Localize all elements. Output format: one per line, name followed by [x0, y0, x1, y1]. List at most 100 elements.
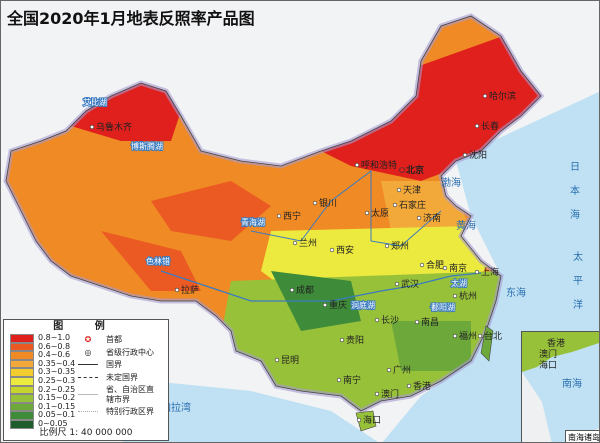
sea-label: 日本海 — [568, 161, 580, 233]
legend-swatch — [10, 394, 34, 403]
city-label: 北京 — [406, 164, 424, 176]
provincial-capital-icon — [292, 240, 298, 246]
city-label: 贵阳 — [346, 334, 364, 346]
provincial-capital-icon — [474, 269, 480, 275]
legend-class-label: 0.8~1.0 — [38, 333, 71, 342]
city-label: 成都 — [296, 284, 314, 296]
provincial-capital-icon — [452, 333, 458, 339]
legend-swatch — [10, 419, 34, 429]
legend-swatch — [10, 368, 34, 377]
provincial-capital-icon — [474, 123, 480, 129]
city-label: 澳门 — [381, 388, 399, 400]
sea-label: 东海 — [506, 286, 526, 299]
legend-swatch — [10, 334, 34, 343]
provincial-capital-icon — [462, 152, 468, 158]
yangtze-river — [160, 270, 482, 302]
legend-classes: 0.8~1.0 0.6~0.8 0.4~0.6 0.35~0.4 0.3~0.35 0.2… — [10, 333, 76, 429]
city-label: 天津 — [403, 185, 421, 196]
lake-label: 博斯腾湖 — [131, 141, 163, 151]
legend-swatch — [10, 342, 34, 352]
city-label: 上海 — [481, 266, 499, 278]
legend-class-row: 0.2~0.25 — [10, 384, 76, 395]
city-label: 福州 — [459, 330, 477, 342]
sea-label: 渤海 — [441, 176, 461, 189]
sea-south — [121, 381, 378, 442]
legend-class-label: 0.15~0.2 — [38, 393, 76, 403]
city-label: 长春 — [481, 120, 499, 132]
scale-label: 比例尺 1: 40 000 000 — [39, 428, 133, 438]
provincial-capital-icon — [274, 357, 280, 363]
city-label: 济南 — [423, 212, 441, 224]
inset-city-hk: 香港 — [547, 337, 565, 349]
city-label: 西安 — [336, 244, 354, 256]
legend-symbol-row: 特别行政区界 — [76, 407, 158, 417]
inset-map: 香港 澳门 海口 南海 — [522, 332, 599, 442]
provincial-capital-icon — [89, 124, 95, 130]
city-label: 海口 — [363, 414, 381, 426]
legend-title: 图 例 — [53, 321, 119, 332]
city-label: 哈尔滨 — [489, 90, 516, 102]
inset-title: 南海诸岛 — [565, 430, 599, 442]
city-label: 香港 — [413, 380, 431, 392]
legend-class-row: 0~0.05 — [10, 418, 75, 429]
provincial-capital-icon — [339, 337, 345, 343]
legend-symbol-label: 未定国界 — [106, 372, 138, 382]
legend-swatch — [10, 385, 34, 395]
city-label: 西宁 — [283, 210, 301, 222]
provincial-capital-icon — [374, 317, 380, 323]
legend-class-label: 0.2~0.25 — [38, 384, 76, 394]
provincial-capital-icon — [384, 243, 390, 249]
city-label: 武汉 — [401, 278, 419, 290]
taiwan-island — [480, 325, 494, 362]
legend-class-row: 0.4~0.6 — [10, 351, 75, 360]
city-label: 乌鲁木齐 — [96, 121, 132, 133]
lake-label: 太湖 — [451, 278, 467, 288]
lake-label: 鄱阳湖 — [431, 303, 455, 312]
provincial-capital-icon — [392, 202, 398, 208]
city-label: 石家庄 — [399, 199, 426, 211]
city-label: 呼和浩特 — [361, 159, 397, 171]
city-label: 合肥 — [426, 259, 444, 271]
legend-class-label: 0.3~0.35 — [38, 367, 76, 377]
legend-class-row: 0.35~0.4 — [10, 358, 76, 369]
capital-star-icon: ✪ — [84, 335, 92, 344]
legend-symbol-row: 未定国界 — [76, 373, 158, 383]
inset-city-macau: 澳门 — [539, 348, 557, 360]
provincial-capital-icon — [396, 187, 402, 193]
city-label: 郑州 — [391, 240, 409, 252]
city-label: 兰州 — [299, 237, 317, 249]
legend-symbol-row: 国界 — [76, 360, 158, 370]
legend-class-label: 0.05~0.1 — [38, 410, 76, 420]
legend-symbol-label: 省级行政中心 — [106, 347, 154, 357]
city-label: 南宁 — [343, 374, 361, 386]
provincial-capital-icon — [312, 200, 318, 206]
legend-class-row: 0.1~0.15 — [10, 402, 75, 412]
legend-class-label: 0.35~0.4 — [38, 358, 76, 368]
south-china-sea-inset: 香港 澳门 海口 南海 南海诸岛 — [521, 331, 599, 442]
legend-class-row: 0.05~0.1 — [10, 411, 75, 420]
legend-symbol-label: 首都 — [106, 335, 122, 344]
provincial-capital-icon — [419, 262, 425, 268]
city-label: 重庆 — [329, 299, 347, 311]
legend-symbol-row: ◎ 省级行政中心 — [76, 348, 158, 358]
provincial-capital-icon — [276, 213, 282, 219]
city-label: 广州 — [393, 364, 411, 376]
city-label: 银川 — [319, 197, 337, 209]
legend-swatch — [10, 359, 34, 369]
legend-symbols: ✪ 首都 ◎ 省级行政中心 国界 未定国界 省、自治区直辖市界 特别行政区界 — [76, 335, 158, 420]
city-label: 长沙 — [381, 314, 399, 326]
yellow-river — [250, 170, 442, 247]
provincial-capital-icon — [414, 319, 420, 325]
provincial-capital-icon — [174, 287, 180, 293]
inset-sea-label: 南海 — [562, 377, 582, 390]
legend-class-label: 0~0.05 — [38, 418, 68, 428]
legend-class-row: 0.15~0.2 — [10, 394, 75, 403]
city-label: 昆明 — [281, 355, 299, 366]
legend-panel: 图 例 0.8~1.0 0.6~0.8 0.4~0.6 0.35~0.4 0.3~0.3… — [3, 319, 169, 441]
provincial-capital-icon — [394, 281, 400, 287]
provincial-capital-icon — [336, 377, 342, 383]
lake-label: 艾比湖 — [83, 97, 107, 107]
sea-label: 黄海 — [456, 219, 476, 232]
legend-class-row: 0.25~0.3 — [10, 376, 75, 386]
legend-swatch — [10, 402, 34, 412]
